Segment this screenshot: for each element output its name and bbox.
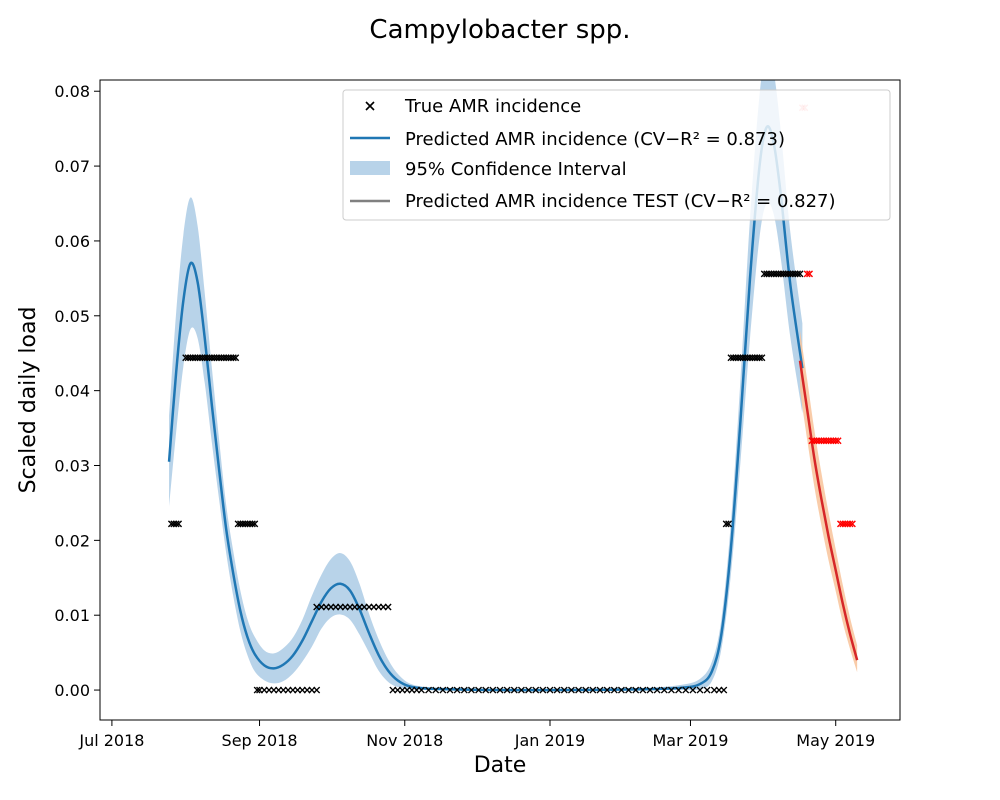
data-point-true: [525, 686, 533, 694]
data-point-true: [660, 686, 668, 694]
data-point-true: [603, 686, 611, 694]
data-point-true: [482, 686, 490, 694]
legend-label-pred: Predicted AMR incidence (CV−R² = 0.873): [405, 129, 785, 150]
data-point-true-test: [846, 520, 854, 528]
x-tick-label: Jan 2019: [514, 731, 585, 750]
data-point-true: [425, 686, 433, 694]
data-point-true: [582, 686, 590, 694]
data-point-true: [610, 686, 618, 694]
data-point-true: [696, 686, 704, 694]
data-point-true: [467, 686, 475, 694]
data-point-true: [689, 686, 697, 694]
legend-marker-x: [365, 101, 375, 111]
data-point-true: [758, 354, 766, 362]
y-tick-label: 0.00: [54, 681, 90, 700]
data-point-true: [625, 686, 633, 694]
x-tick-label: Sep 2018: [222, 731, 298, 750]
data-point-true: [617, 686, 625, 694]
data-point-true: [703, 686, 711, 694]
data-point-true: [172, 520, 180, 528]
data-point-true: [794, 270, 802, 278]
plot-frame: [99, 79, 901, 721]
y-axis-title: Scaled daily load: [16, 307, 41, 494]
legend: True AMR incidence Predicted AMR inciden…: [342, 89, 891, 221]
x-tick-label: Mar 2019: [652, 731, 728, 750]
y-tick-label: 0.03: [54, 456, 90, 475]
x-axis-title: Date: [474, 753, 527, 778]
y-tick-label: 0.06: [54, 232, 90, 251]
series-line-pred-test: [798, 360, 859, 661]
data-point-true: [439, 686, 447, 694]
ci-band-test: [800, 330, 858, 673]
data-point-true: [510, 686, 518, 694]
data-point-true: [596, 686, 604, 694]
data-point-true: [539, 686, 547, 694]
data-point-true: [720, 686, 728, 694]
y-tick-label: 0.05: [54, 307, 90, 326]
data-point-true: [453, 686, 461, 694]
data-point-true: [489, 686, 497, 694]
data-point-true: [667, 686, 675, 694]
legend-patch-ci: [350, 161, 390, 175]
data-point-true: [560, 686, 568, 694]
data-point-true-test: [803, 270, 811, 278]
x-tick-label: Jul 2018: [78, 731, 144, 750]
data-point-true: [632, 686, 640, 694]
y-tick-label: 0.08: [54, 82, 90, 101]
data-point-true: [475, 686, 483, 694]
data-point-true: [725, 520, 733, 528]
data-point-true: [517, 686, 525, 694]
legend-entry-test: Predicted AMR incidence TEST (CV−R² = 0.…: [350, 191, 836, 212]
data-point-true: [417, 686, 425, 694]
x-tick-label: Nov 2018: [366, 731, 443, 750]
data-point-true: [460, 686, 468, 694]
chart-title: Campylobacter spp.: [369, 15, 630, 45]
y-tick-label: 0.01: [54, 606, 90, 625]
data-point-true: [675, 686, 683, 694]
data-point-true: [639, 686, 647, 694]
data-point-true: [384, 603, 392, 611]
legend-label-ci: 95% Confidence Interval: [405, 159, 627, 180]
data-point-true: [532, 686, 540, 694]
legend-label-true: True AMR incidence: [404, 96, 581, 117]
data-point-true: [653, 686, 661, 694]
legend-entry-pred: Predicted AMR incidence (CV−R² = 0.873): [350, 129, 785, 150]
legend-entry-true: True AMR incidence: [365, 96, 581, 117]
data-point-true-test: [834, 437, 842, 445]
data-point-true: [646, 686, 654, 694]
y-tick-label: 0.07: [54, 157, 90, 176]
legend-entry-ci: 95% Confidence Interval: [350, 159, 627, 180]
data-point-true: [589, 686, 597, 694]
data-point-true: [232, 354, 240, 362]
y-tick-label: 0.04: [54, 382, 90, 401]
legend-frame: [342, 89, 891, 221]
series-line-pred: [167, 125, 804, 692]
data-point-true: [575, 686, 583, 694]
y-tick-label: 0.02: [54, 531, 90, 550]
x-tick-label: May 2019: [796, 731, 875, 750]
data-point-true: [722, 520, 730, 528]
data-point-true: [313, 686, 321, 694]
data-point-true: [446, 686, 454, 694]
data-point-true: [503, 686, 511, 694]
data-point-true: [682, 686, 690, 694]
data-point-true: [496, 686, 504, 694]
data-point-true: [796, 270, 804, 278]
data-point-true: [553, 686, 561, 694]
data-point-true: [567, 686, 575, 694]
data-point-true: [175, 520, 183, 528]
data-point-true: [248, 520, 256, 528]
data-point-true-test: [806, 270, 814, 278]
data-point-true: [432, 686, 440, 694]
data-point-true: [229, 354, 237, 362]
data-point-true: [253, 686, 261, 694]
data-point-true: [546, 686, 554, 694]
data-point-true: [756, 354, 764, 362]
legend-label-test: Predicted AMR incidence TEST (CV−R² = 0.…: [405, 191, 836, 212]
data-point-true: [251, 520, 259, 528]
data-point-true-test: [832, 437, 840, 445]
data-point-true-test: [848, 520, 856, 528]
